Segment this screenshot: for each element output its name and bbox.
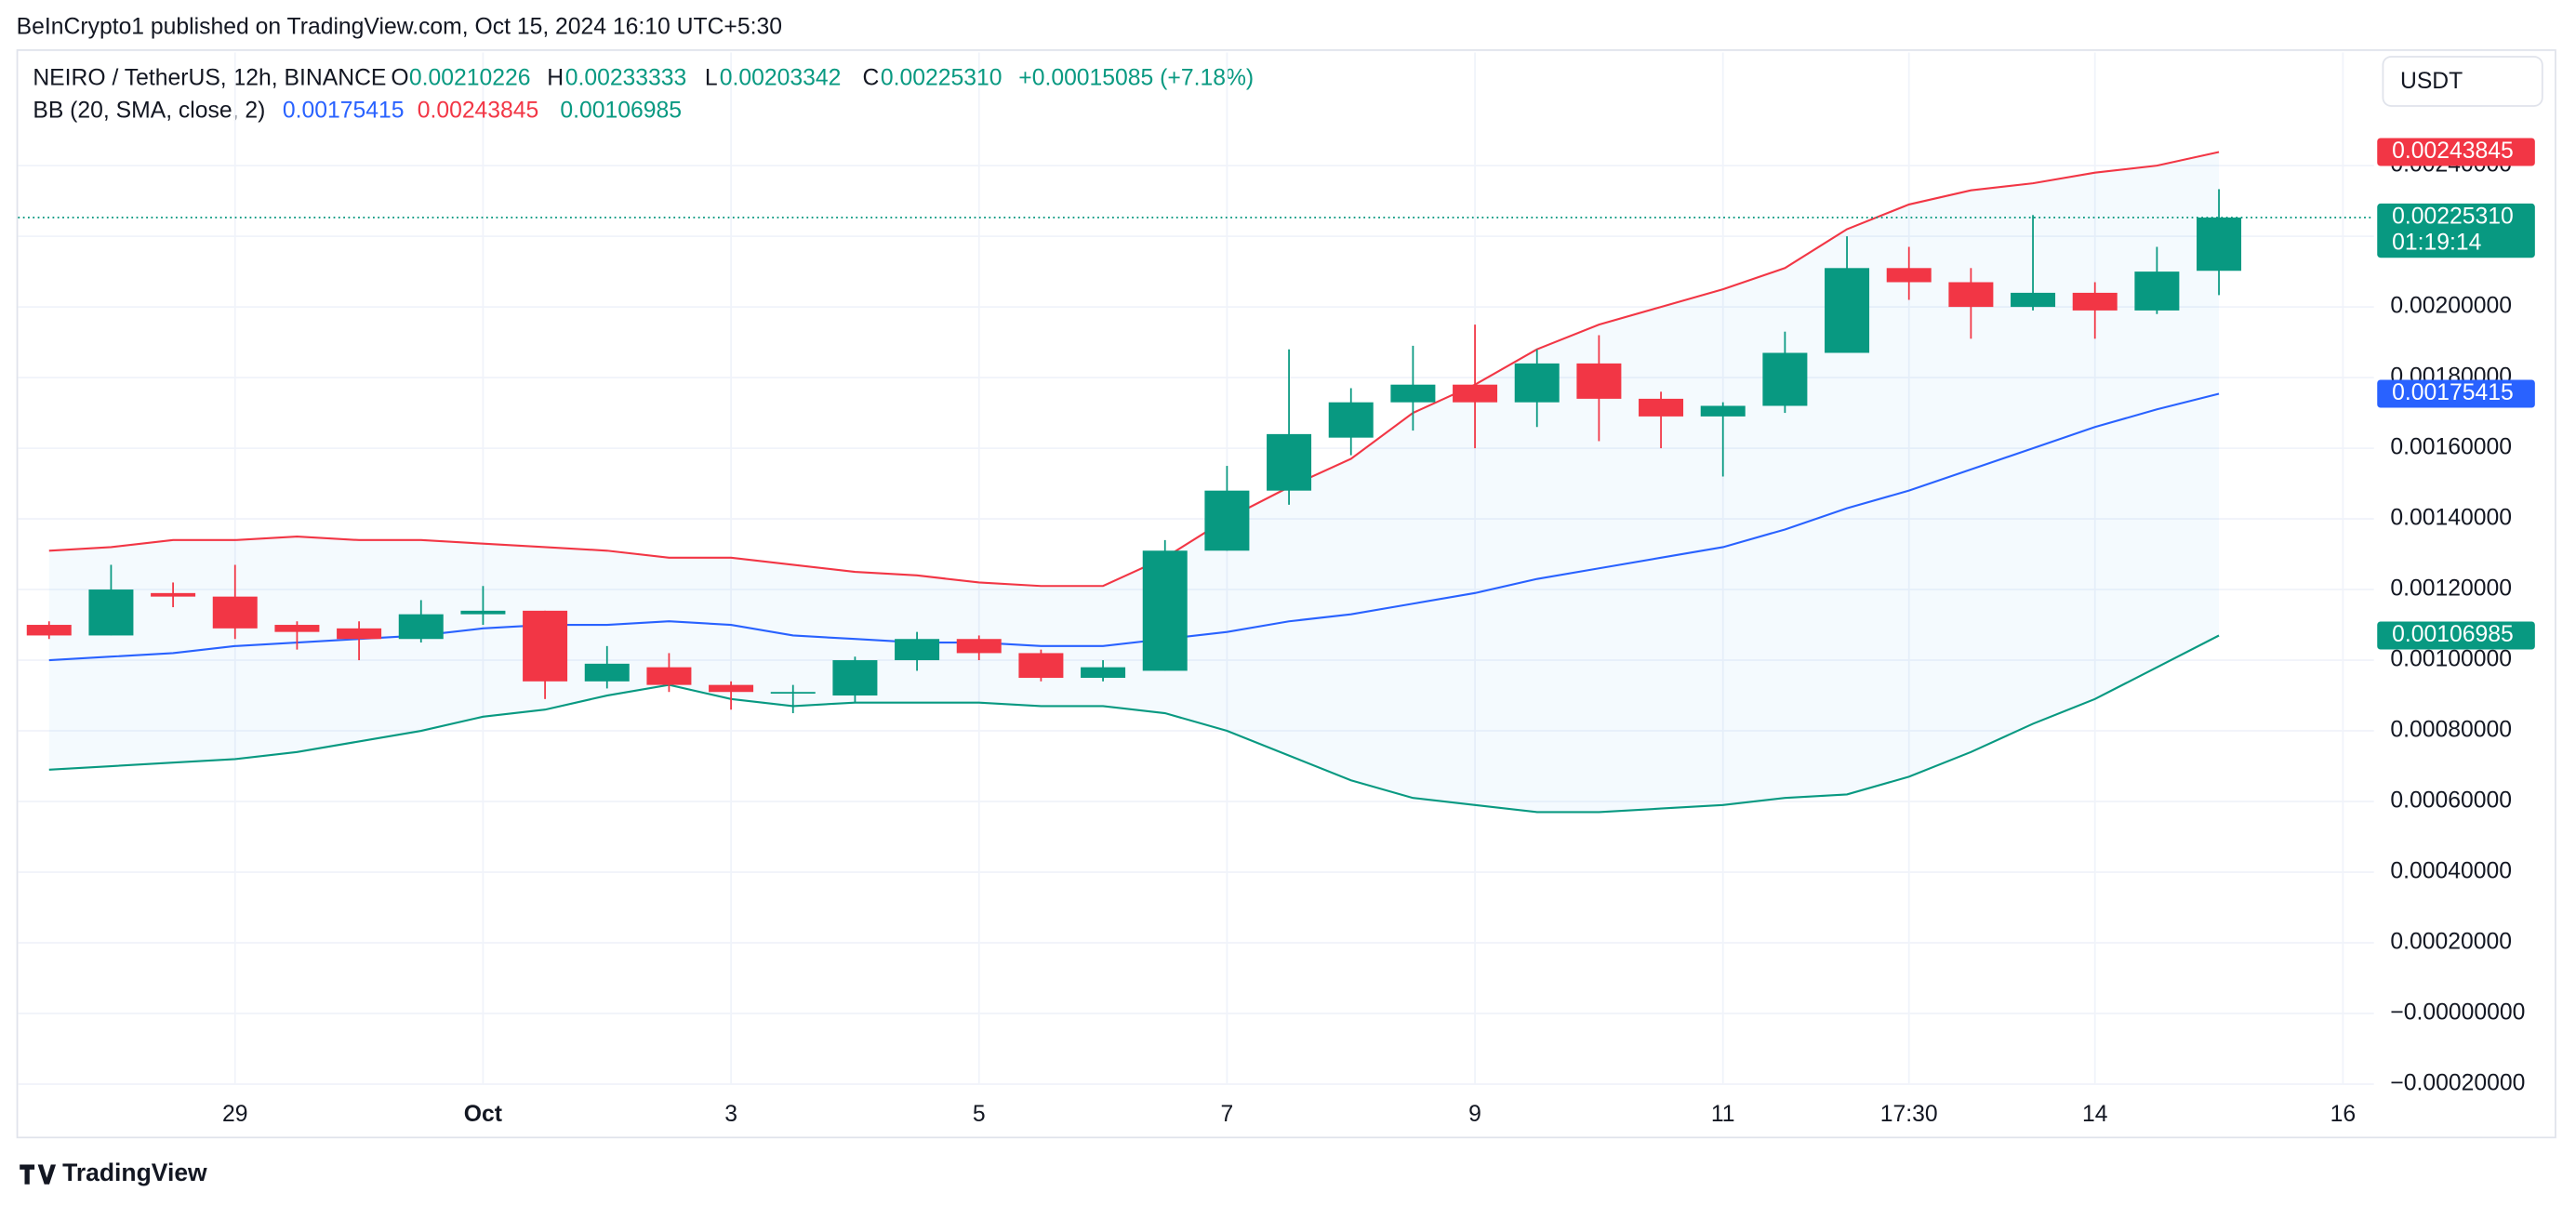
y-tick-label: 0.00080000 [2390,718,2512,743]
candle-body [1825,268,1870,353]
candle-body [523,610,568,682]
price-badge-label: 0.00175415 [2392,380,2514,405]
x-tick-label: 9 [1468,1102,1481,1127]
x-tick-label: 11 [1711,1102,1735,1127]
candle-body [832,660,878,696]
x-tick-label: 5 [973,1102,986,1127]
y-tick-label: 0.00160000 [2390,435,2512,460]
brand-logo [20,1164,57,1185]
ohlc-key: O [391,65,408,90]
x-tick-label: 16 [2330,1102,2357,1127]
x-tick-label: 29 [222,1102,247,1127]
candle-body [1453,384,1498,403]
price-badge [2377,203,2535,258]
bb-value: 0.00106985 [560,99,682,124]
price-badge [2377,138,2535,166]
indicator-name: BB (20, SMA, close, 2) [33,99,265,124]
ohlc-value: 0.00210226 [409,65,531,90]
y-tick-label: −0.00000000 [2390,1000,2525,1026]
y-tick-label: 0.00200000 [2390,294,2512,319]
candle-body [584,663,630,682]
symbol: NEIRO / TetherUS, 12h, BINANCE [33,65,386,90]
candle-body [1204,490,1250,551]
y-tick-label: 0.00100000 [2390,647,2512,672]
ohlc-key: L [705,65,718,90]
candle-body [1081,667,1126,679]
candle-body [1018,653,1064,679]
price-badge-label: 0.00243845 [2392,139,2514,164]
candle-body [1700,405,1746,417]
band-fill [48,152,2220,813]
candle-body [88,589,134,636]
price-badge [2377,621,2535,650]
countdown: 01:19:14 [2392,231,2481,256]
candle-body [398,614,444,640]
candle-body [956,639,1002,654]
x-tick-label: 17:30 [1880,1102,1938,1127]
price-badge-label: 0.00225310 [2392,204,2514,229]
candle-body [1142,550,1188,671]
currency[interactable]: USDT [2400,69,2463,94]
candle-body [2072,292,2118,311]
candle-body [2134,271,2180,311]
y-tick-label: 0.00120000 [2390,576,2512,602]
ohlc-value: 0.00225310 [881,65,1003,90]
x-tick-label: 14 [2082,1102,2108,1127]
y-tick-label: 0.00060000 [2390,788,2512,814]
ohlc-value: 0.00203342 [720,65,842,90]
x-tick-label: 3 [724,1102,737,1127]
candle-body [212,596,258,629]
candle-body [151,592,196,597]
x-tick-label: Oct [464,1102,502,1127]
candle-body [2011,292,2056,308]
bb-value: 0.00243845 [418,99,539,124]
y-tick-label: 0.00140000 [2390,506,2512,531]
candle-body [1514,363,1560,403]
price-badge-label: 0.00106985 [2392,622,2514,647]
ohlc-key: C [862,65,879,90]
candle-body [1762,352,1808,406]
grid [18,52,2374,1085]
candle-body [26,625,72,636]
bb-value: 0.00175415 [283,99,405,124]
candle-body [2197,217,2242,271]
candle-body [1328,402,1374,438]
bb-line [48,634,2220,814]
candle-body [1639,398,1684,417]
candle-body [274,625,320,632]
y-tick-label: 0.00040000 [2390,859,2512,884]
candle-body [709,684,754,693]
y-tick-label: 0.00020000 [2390,930,2512,955]
chart-frame [16,49,2556,1139]
y-tick-label: −0.00020000 [2390,1070,2525,1095]
ohlc-key: H [547,65,564,90]
ohlc-value: 0.00233333 [565,65,687,90]
candle-body [1390,384,1436,403]
candle-body [646,667,692,685]
price-badge [2377,379,2535,408]
candle-body [1576,363,1622,399]
change: +0.00015085 (+7.18%) [1018,65,1254,90]
brand: TradingView [62,1159,207,1186]
candle-body [337,628,382,640]
candle-body [895,639,940,661]
candle-body [1948,282,1994,308]
bb-line [48,151,2220,588]
candle-body [1267,433,1312,491]
currency-button[interactable] [2382,56,2543,107]
publish-note: BeInCrypto1 published on TradingView.com… [17,15,782,40]
x-tick-label: 7 [1221,1102,1234,1127]
candle-body [460,610,506,615]
candle-body [1886,268,1932,283]
candle-body [770,692,816,694]
